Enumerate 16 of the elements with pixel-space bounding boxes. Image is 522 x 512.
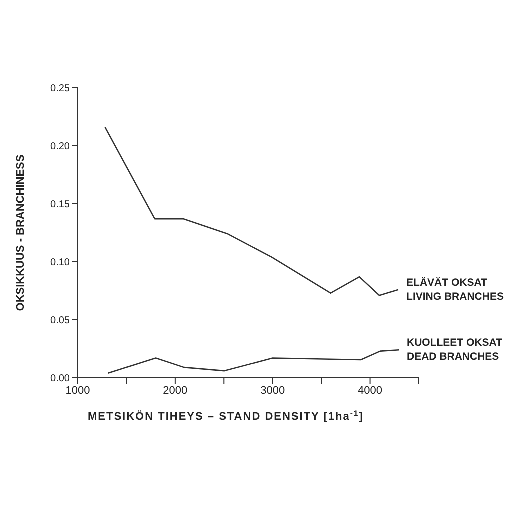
x-tick-label: 4000 xyxy=(358,384,383,397)
series-label: ELÄVÄT OKSAT LIVING BRANCHES xyxy=(406,276,504,303)
y-tick-label: 0.10 xyxy=(50,258,70,269)
x-tick-label: 2000 xyxy=(163,384,188,397)
line-series xyxy=(108,350,400,374)
y-tick-label: 0.00 xyxy=(50,374,70,385)
line-series xyxy=(104,126,400,296)
y-axis-title: OKSIKKUUS - BRANCHINESS xyxy=(14,154,27,312)
series-label: KUOLLEET OKSAT DEAD BRANCHES xyxy=(407,337,504,364)
x-tick-label: 3000 xyxy=(260,384,286,397)
y-tick-label: 0.15 xyxy=(50,200,70,211)
x-axis-title: METSIKÖN TIHEYS – STAND DENSITY [1ha$^{-1}$] xyxy=(88,408,364,423)
y-tick-label: 0.20 xyxy=(50,142,70,153)
x-tick-label: 1000 xyxy=(66,384,90,397)
y-tick-label: 0.25 xyxy=(50,84,70,95)
y-tick-label: 0.05 xyxy=(50,316,70,327)
